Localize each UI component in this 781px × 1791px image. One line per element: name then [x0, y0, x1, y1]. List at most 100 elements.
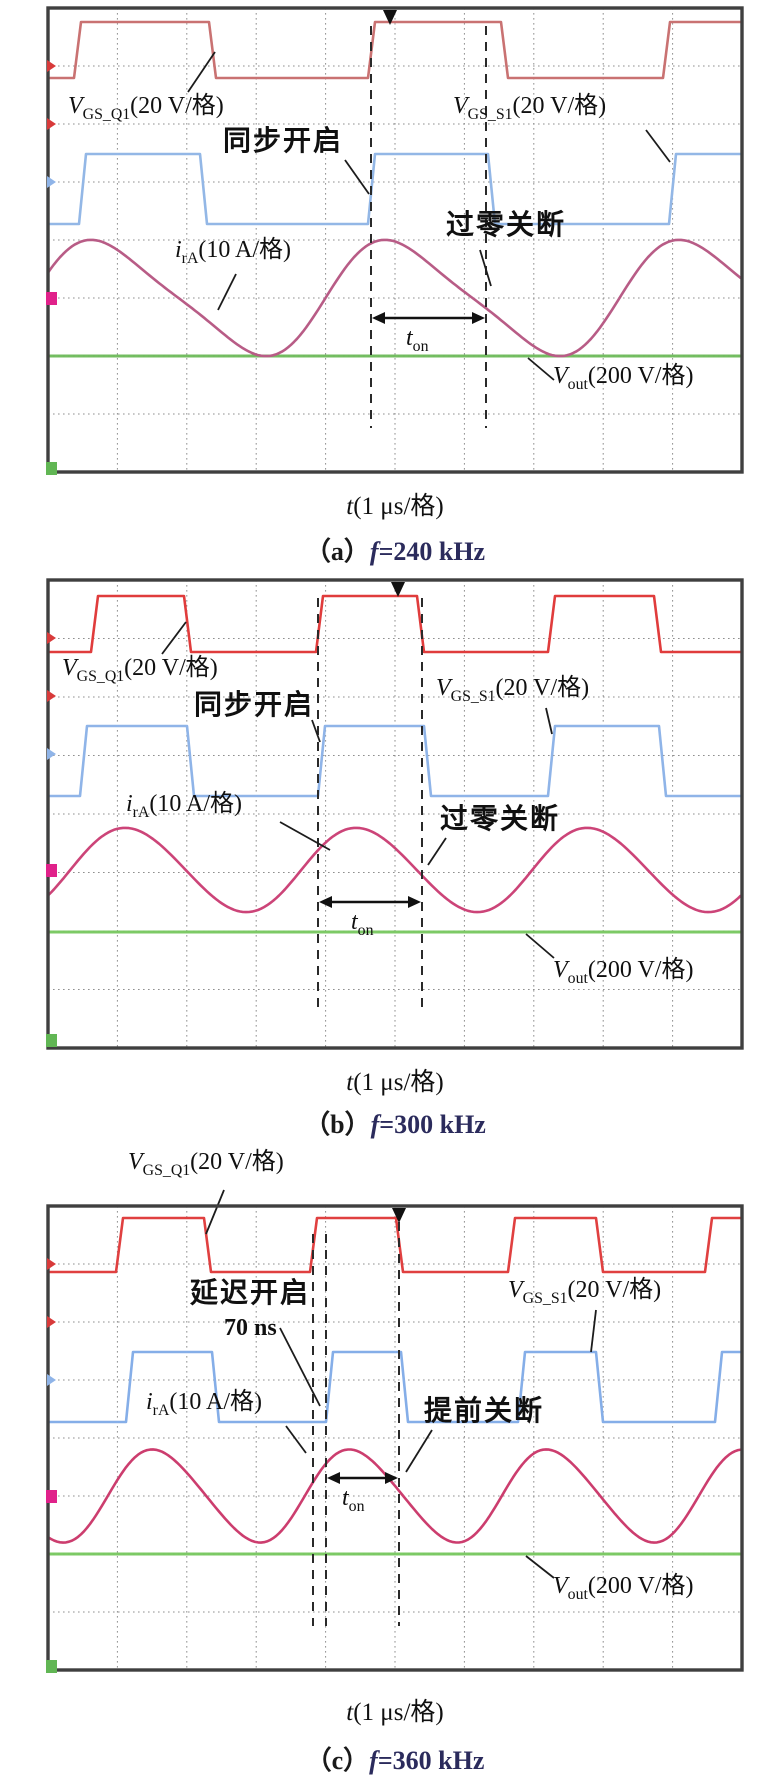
- trace-label: VGS_Q1(20 V/格): [68, 94, 224, 123]
- panel-caption: （c）f=360 kHz: [48, 1740, 742, 1777]
- ton-symbol: t: [342, 1485, 349, 1511]
- x-axis-label: t(1 μs/格): [48, 486, 742, 522]
- trace-subscript: rA: [152, 1401, 170, 1419]
- label-leader-line: [187, 51, 216, 93]
- ton-arrowhead-left: [327, 1472, 340, 1484]
- annotation-label: 同步开启: [223, 126, 344, 157]
- trace-label: VGS_S1(20 V/格): [508, 1278, 661, 1307]
- channel-marker-icon: [47, 632, 56, 644]
- channel-marker-icon: [47, 176, 56, 188]
- ton-label: ton: [406, 326, 429, 355]
- trace-symbol: V: [553, 363, 568, 389]
- caption-index: （a）: [304, 537, 370, 566]
- annotation-label: 延迟开启: [190, 1278, 311, 1309]
- trace-scale: (10 A/格): [198, 237, 292, 263]
- x-axis-units: (1 μs/格): [353, 1699, 444, 1726]
- trace-label: Vout(200 V/格): [553, 1574, 693, 1603]
- trace-label: irA(10 A/格): [175, 238, 291, 267]
- trace-subscript: rA: [181, 249, 199, 267]
- channel-marker-icon: [46, 864, 57, 877]
- label-leader-line: [405, 1429, 433, 1473]
- trace-symbol: V: [68, 93, 83, 119]
- x-axis-symbol: t: [346, 1069, 354, 1096]
- channel-marker-icon: [47, 690, 56, 702]
- channel-marker-icon: [46, 1660, 57, 1673]
- annotation-label: 70 ns: [224, 1315, 277, 1341]
- caption-index: （c）: [305, 1746, 370, 1775]
- trace-scale: (10 A/格): [169, 1389, 263, 1415]
- trigger-marker-icon: [383, 10, 397, 25]
- scope-panel-a: [46, 6, 744, 475]
- scope-frame: [46, 578, 744, 1050]
- ton-symbol: t: [351, 909, 358, 935]
- channel-marker-icon: [46, 292, 57, 305]
- channel-marker-icon: [47, 118, 56, 130]
- trace-subscript: GS_S1: [467, 105, 513, 123]
- trace-scale: (20 V/格): [567, 1277, 662, 1303]
- channel-marker-icon: [46, 1490, 57, 1503]
- trace-label: VGS_Q1(20 V/格): [128, 1150, 284, 1179]
- trigger-marker-icon: [392, 1208, 406, 1223]
- x-axis-units: (1 μs/格): [353, 1069, 444, 1096]
- trigger-marker-icon: [391, 582, 405, 597]
- caption-frequency-symbol: f: [370, 1110, 380, 1139]
- label-leader-line: [479, 249, 492, 287]
- trace-symbol: V: [436, 675, 451, 701]
- ton-label: ton: [351, 910, 374, 939]
- label-leader-line: [205, 1189, 225, 1235]
- trace-subscript: out: [567, 969, 588, 987]
- trace-subscript: GS_Q1: [142, 1161, 191, 1179]
- trace-scale: (20 V/格): [124, 655, 218, 681]
- label-leader-line: [590, 1309, 597, 1353]
- graticule-grid: [48, 580, 742, 1048]
- caption-frequency-symbol: f: [369, 537, 379, 566]
- label-leader-line: [344, 159, 370, 195]
- label-leader-line: [217, 273, 237, 311]
- trace-subscript: GS_Q1: [82, 105, 131, 123]
- channel-marker-icon: [47, 60, 56, 72]
- label-leader-line: [285, 1425, 307, 1454]
- caption-index: （b）: [304, 1110, 371, 1139]
- channel-marker-icon: [47, 1316, 56, 1328]
- ton-label: ton: [342, 1486, 365, 1515]
- annotation-label: 同步开启: [194, 690, 315, 721]
- trace-subscript: rA: [132, 803, 150, 821]
- trace-label: VGS_S1(20 V/格): [436, 676, 589, 705]
- annotation-label: 过零关断: [446, 210, 567, 241]
- channel-marker-icon: [46, 462, 57, 475]
- ton-symbol: t: [406, 325, 413, 351]
- ton-arrowhead-left: [372, 312, 385, 324]
- scope-panel-b: [46, 578, 744, 1050]
- trace-scale: (200 V/格): [587, 1573, 694, 1599]
- trace-label: irA(10 A/格): [126, 792, 242, 821]
- channel-marker-icon: [47, 1258, 56, 1270]
- label-leader-line: [311, 719, 321, 743]
- x-axis-symbol: t: [346, 1699, 354, 1726]
- trace-vgs-s1: [48, 1350, 742, 1424]
- trace-scale: (20 V/格): [495, 675, 590, 701]
- ton-subscript: on: [348, 1497, 365, 1515]
- ton-arrowhead-right: [472, 312, 485, 324]
- channel-marker-icon: [47, 1374, 56, 1386]
- trace-subscript: out: [567, 1585, 588, 1603]
- caption-frequency-value: =360 kHz: [377, 1746, 485, 1775]
- panel-caption: （a）f=240 kHz: [48, 531, 742, 568]
- trace-scale: (10 A/格): [149, 791, 243, 817]
- ton-arrowhead-left: [319, 896, 332, 908]
- trace-subscript: GS_S1: [522, 1289, 568, 1307]
- trace-scale: (20 V/格): [130, 93, 224, 119]
- annotation-label: 过零关断: [440, 804, 561, 835]
- trace-subscript: out: [567, 375, 588, 393]
- scope-frame: [46, 1204, 744, 1672]
- ton-subscript: on: [412, 337, 429, 355]
- scope-frame: [46, 6, 744, 474]
- channel-marker-icon: [47, 748, 56, 760]
- label-leader-line: [161, 621, 187, 655]
- trace-vgs-s1: [48, 724, 742, 798]
- x-axis-symbol: t: [346, 493, 354, 520]
- trace-symbol: V: [128, 1149, 143, 1175]
- ton-arrowhead-right: [385, 1472, 398, 1484]
- trace-ira: [46, 238, 742, 358]
- ton-arrowhead-right: [408, 896, 421, 908]
- trace-vgs-q1: [48, 20, 742, 80]
